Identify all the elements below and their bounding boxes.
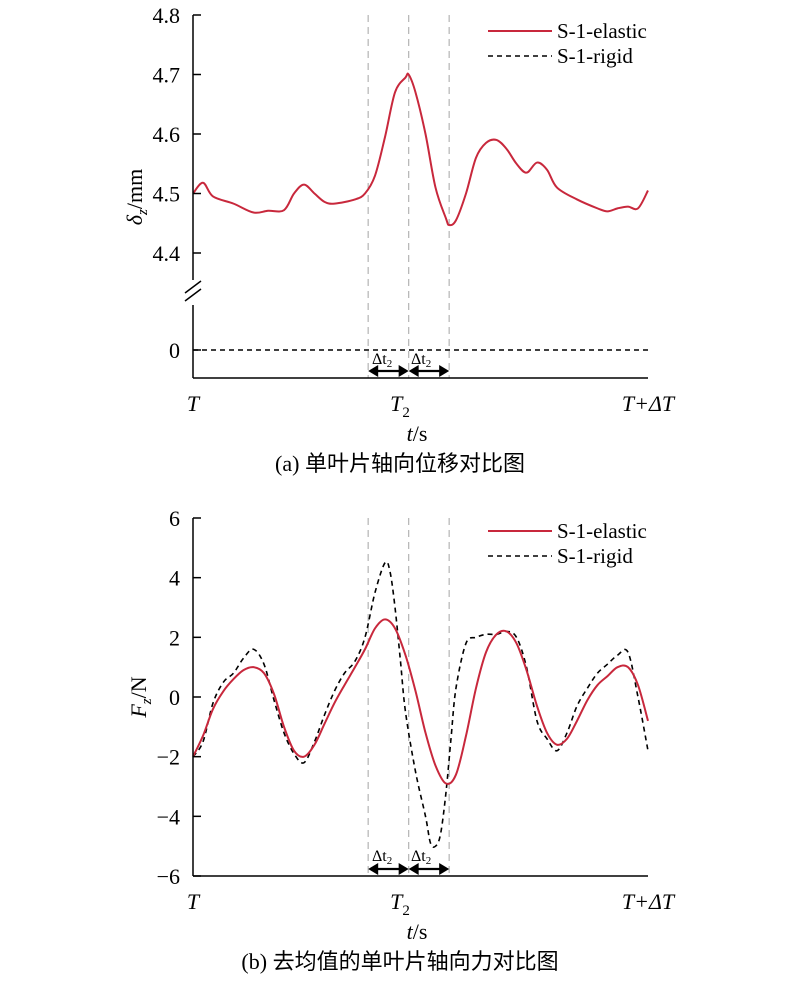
y-tick-label-a-0: 4.4: [153, 241, 181, 266]
x-tick-label-a-start: T: [187, 391, 201, 416]
delta-arrowhead-left-a-1: [368, 365, 379, 377]
y-tick-label-b-5: 4: [169, 566, 180, 591]
legend-label-rigid-a: S-1-rigid: [557, 44, 633, 68]
guide-lines-b: [367, 518, 450, 876]
y-tick-label-b-4: 2: [169, 625, 180, 650]
delta-label-a-2: Δt2: [411, 351, 431, 370]
series-group-a: [192, 72, 649, 351]
series-line-b-elastic: [192, 618, 649, 785]
legend-label-rigid-b: S-1-rigid: [557, 544, 633, 568]
y-tick-label-b-0: −6: [157, 864, 180, 889]
delta-arrowhead-right-a-1: [398, 365, 409, 377]
y-tick-label-a-lower-0: 0: [169, 338, 180, 363]
y-tick-label-b-2: −2: [157, 745, 180, 770]
delta-arrowhead-left-b-2: [408, 863, 419, 875]
y-ticks-a: 4.4 4.5 4.6 4.7 4.8 0: [153, 3, 201, 363]
series-line-b-rigid: [192, 560, 649, 848]
series-line-a-elastic: [192, 72, 649, 227]
caption-a: (a) 单叶片轴向位移对比图: [275, 451, 525, 476]
caption-b: (b) 去均值的单叶片轴向力对比图: [241, 949, 558, 974]
y-tick-label-a-4: 4.8: [153, 3, 181, 28]
delta-arrowhead-left-b-1: [368, 863, 379, 875]
y-tick-label-b-6: 6: [169, 506, 180, 531]
legend-label-elastic-b: S-1-elastic: [557, 519, 647, 543]
x-tick-label-a-end: T+ΔT: [622, 391, 676, 416]
y-axis-label-a: δz/mm: [122, 169, 151, 225]
legend-b: S-1-elastic S-1-rigid: [488, 519, 647, 568]
y-tick-label-a-2: 4.6: [153, 122, 181, 147]
delta-label-a-1: Δt2: [372, 351, 392, 370]
delta-arrowhead-left-a-2: [408, 365, 419, 377]
axis-break-mark: [184, 280, 202, 302]
delta-markers-a: Δt2 Δt2: [368, 351, 450, 377]
x-tick-label-a-mid: T2: [390, 391, 410, 421]
delta-label-b-2: Δt2: [411, 848, 431, 867]
panel-a-displacement: 4.4 4.5 4.6 4.7 4.8 0 S-1-elastic S-1-rigid Δ…: [122, 3, 676, 476]
delta-arrowhead-right-b-1: [398, 863, 409, 875]
legend-a: S-1-elastic S-1-rigid: [488, 19, 647, 68]
legend-label-elastic-a: S-1-elastic: [557, 19, 647, 43]
y-ticks-b: −6 −4 −2 0 2 4 6: [157, 506, 201, 889]
panel-b-force: −6 −4 −2 0 2 4 6 S-1-elastic S-1-rigid Δt2 Δt2…: [126, 506, 676, 974]
y-tick-label-b-1: −4: [157, 804, 180, 829]
x-tick-label-b-end: T+ΔT: [622, 889, 676, 914]
y-axis-label-b: Fz/N: [126, 676, 155, 718]
y-tick-label-a-3: 4.7: [153, 63, 181, 88]
y-tick-label-b-3: 0: [169, 685, 180, 710]
series-group-b: [192, 560, 649, 848]
x-tick-label-b-mid: T2: [390, 889, 410, 919]
x-axis-label-a: t/s: [407, 421, 428, 446]
delta-arrowhead-right-b-2: [439, 863, 450, 875]
delta-markers-b: Δt2 Δt2: [368, 848, 450, 875]
y-tick-label-a-1: 4.5: [153, 182, 181, 207]
delta-arrowhead-right-a-2: [439, 365, 450, 377]
x-axis-label-b: t/s: [407, 919, 428, 944]
x-tick-label-b-start: T: [187, 889, 201, 914]
delta-label-b-1: Δt2: [372, 848, 392, 867]
